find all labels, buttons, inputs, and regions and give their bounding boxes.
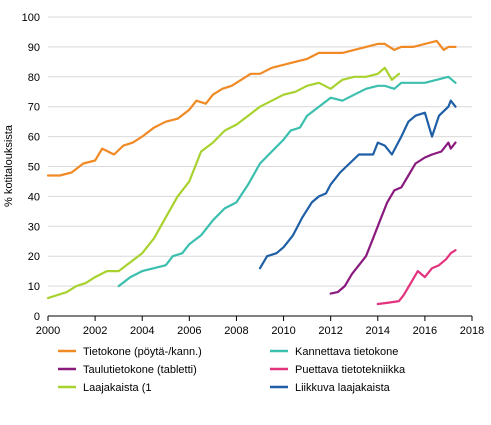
y-tick-label: 10 [28,281,40,293]
y-tick-label: 20 [28,251,40,263]
y-tick-label: 60 [28,132,40,144]
x-tick-label: 2018 [460,325,484,337]
y-tick-label: 90 [28,42,40,54]
y-axis-label: % kotitalouksista [3,124,15,207]
y-tick-label: 30 [28,221,40,233]
y-tick-label: 40 [28,191,40,203]
x-tick-label: 2016 [413,325,437,337]
axes: 0 10 20 30 40 50 60 70 80 90 100 2000 2002 2004 2006 20… [22,12,485,337]
series-line-4 [376,249,457,306]
y-tick-label: 50 [28,162,40,174]
y-tick-label: 70 [28,102,40,114]
legend-label-6: Liikkuva laajakaista [295,382,391,394]
y-tick-label: 100 [22,12,40,24]
x-tick-label: 2004 [130,325,154,337]
series-line-1 [46,39,457,177]
series-line-5 [46,66,401,300]
series-line-6 [258,99,457,270]
series-lines [46,39,457,306]
x-tick-label: 2010 [271,325,295,337]
x-tick-label: 2014 [366,325,390,337]
x-tick-label: 2002 [83,325,107,337]
x-tick-label: 2008 [224,325,248,337]
x-tick-label: 2000 [36,325,60,337]
legend-label-1: Tietokone (pöytä-/kann.) [83,346,202,358]
gridlines [48,16,472,287]
legend-label-3: Taulutietokone (tabletti) [83,364,197,376]
legend-label-4: Puettava tietotekniikka [295,364,406,376]
series-line-2 [117,75,457,288]
legend-label-2: Kannettava tietokone [295,346,398,358]
legend: Tietokone (pöytä-/kann.) Kannettava tieto… [58,346,406,394]
x-tick-label: 2012 [318,325,342,337]
x-tick-label: 2006 [177,325,201,337]
legend-label-5: Laajakaista (1 [83,382,152,394]
series-line-3 [329,141,457,295]
y-tick-label: 0 [34,311,40,323]
y-tick-label: 80 [28,72,40,84]
